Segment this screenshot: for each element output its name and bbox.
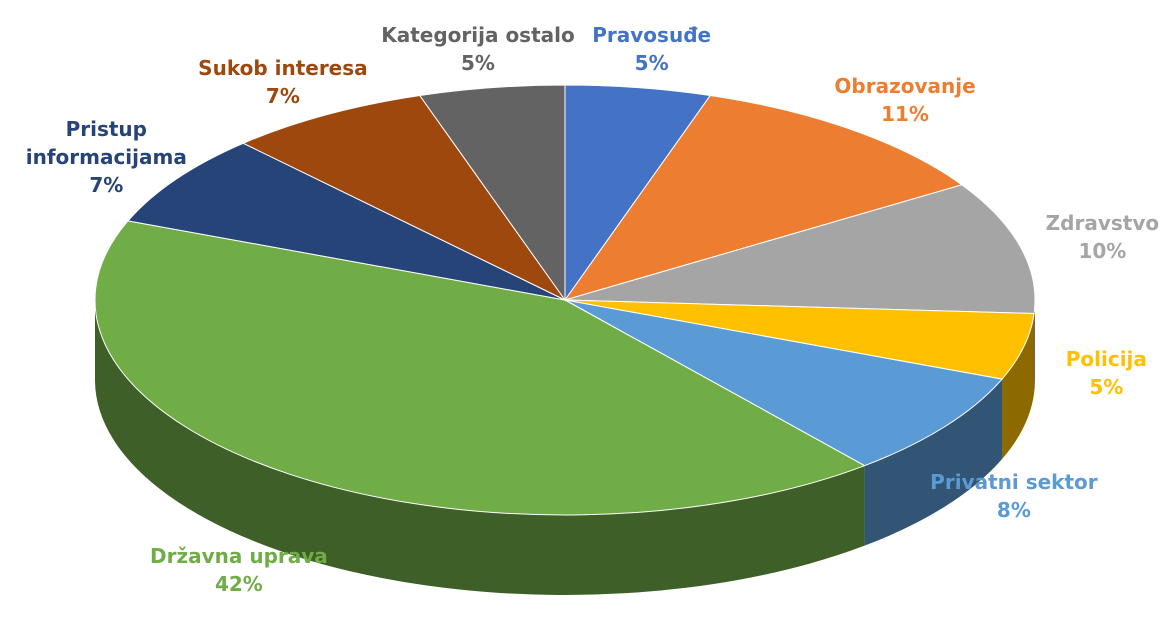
- slice-side: [95, 300, 865, 595]
- category-label: Pristup informacijama: [25, 117, 187, 170]
- data-label: Privatni sektor 8%: [930, 468, 1097, 524]
- pie-slice: [564, 299, 1035, 380]
- data-label: Državna uprava 42%: [150, 542, 328, 598]
- slice-side: [1001, 313, 1035, 460]
- data-label: Sukob interesa 7%: [198, 54, 367, 110]
- category-label: Zdravstvo: [1045, 210, 1160, 235]
- slice-side: [864, 379, 1002, 546]
- category-label: Sukob interesa: [198, 55, 368, 80]
- data-label: Pravosuđe 5%: [592, 21, 711, 77]
- pie-slice: [127, 142, 566, 301]
- category-label: Državna uprava: [150, 543, 328, 568]
- value-label: 10%: [1078, 238, 1127, 263]
- data-label: Zdravstvo 10%: [1046, 209, 1159, 265]
- value-label: 11%: [881, 101, 929, 126]
- category-label: Kategorija ostalo: [381, 23, 575, 48]
- value-label: 5%: [461, 51, 495, 76]
- pie-slice: [563, 94, 963, 301]
- value-label: 8%: [996, 498, 1031, 523]
- pie-slice: [564, 84, 712, 302]
- value-label: 5%: [634, 51, 669, 76]
- data-label: Kategorija ostalo 5%: [381, 21, 575, 77]
- data-label: Obrazovanje 11%: [834, 72, 975, 128]
- slice-side: [1034, 300, 1035, 394]
- data-label: Policija 5%: [1066, 345, 1147, 401]
- category-label: Privatni sektor: [930, 470, 1098, 495]
- category-label: Obrazovanje: [834, 73, 976, 98]
- category-label: Pravosuđe: [592, 23, 712, 48]
- pie-slice: [564, 184, 1036, 315]
- value-label: 42%: [214, 571, 263, 596]
- value-label: 5%: [1089, 374, 1124, 399]
- pie-slice: [418, 84, 566, 302]
- category-label: Policija: [1065, 346, 1147, 371]
- pie-sides: [95, 300, 1035, 595]
- pie-slice: [242, 94, 566, 301]
- value-label: 7%: [265, 83, 300, 108]
- value-label: 7%: [89, 173, 124, 198]
- pie-slice: [564, 299, 1003, 467]
- pie-slice: [94, 220, 866, 516]
- data-label: Pristup informacijama 7%: [9, 115, 204, 199]
